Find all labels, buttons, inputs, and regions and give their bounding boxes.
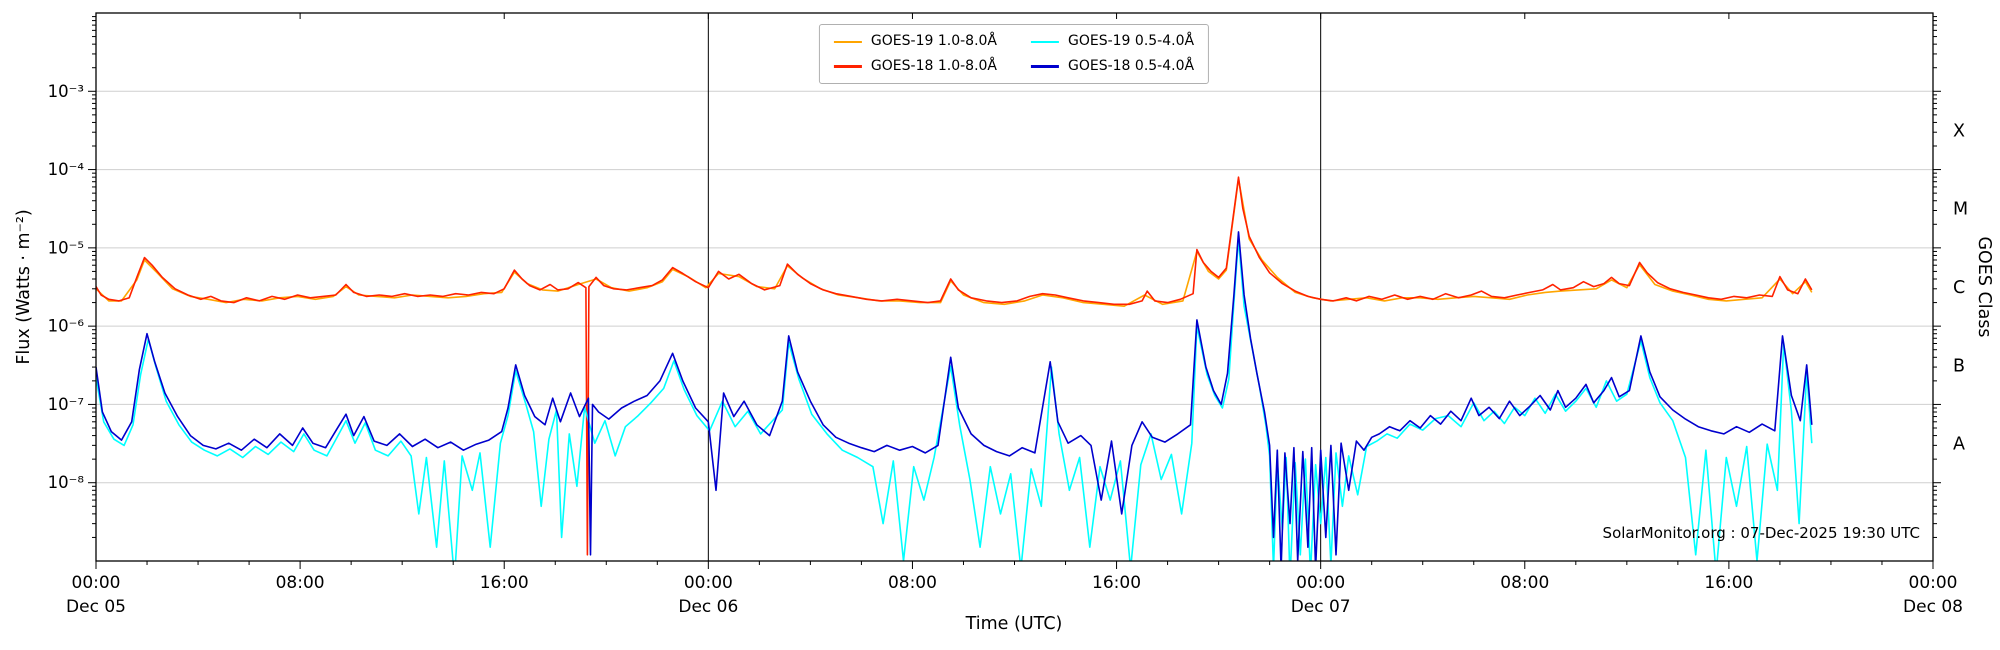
series-lines — [96, 176, 1813, 561]
legend-swatch-goes19-short — [1031, 40, 1059, 43]
svg-text:00:00: 00:00 — [1296, 573, 1345, 593]
y-axis-title: Flux (Watts · m⁻²) — [14, 209, 34, 365]
legend: GOES-19 1.0-8.0Å GOES-18 1.0-8.0Å GOES-1… — [818, 24, 1210, 84]
legend-item-goes18-short: GOES-18 0.5-4.0Å — [1031, 58, 1194, 76]
svg-text:16:00: 16:00 — [1704, 573, 1753, 593]
svg-text:10⁻⁷: 10⁻⁷ — [48, 395, 84, 414]
series-goes-19-0-5-4-0 — [96, 238, 1813, 561]
svg-text:00:00: 00:00 — [72, 573, 121, 593]
legend-swatch-goes18-long — [833, 65, 862, 68]
svg-text:Dec 07: Dec 07 — [1291, 597, 1351, 617]
legend-column-short-channel: GOES-19 0.5-4.0Å GOES-18 0.5-4.0Å — [1031, 33, 1194, 75]
legend-item-goes19-long: GOES-19 1.0-8.0Å — [833, 33, 997, 51]
svg-text:10⁻⁵: 10⁻⁵ — [48, 238, 84, 257]
svg-text:00:00: 00:00 — [1909, 573, 1958, 593]
legend-swatch-goes19-long — [833, 40, 862, 43]
legend-item-goes18-long: GOES-18 1.0-8.0Å — [833, 57, 997, 76]
svg-text:10⁻⁴: 10⁻⁴ — [48, 160, 85, 179]
legend-column-long-channel: GOES-19 1.0-8.0Å GOES-18 1.0-8.0Å — [833, 33, 997, 76]
x-axis-title: Time (UTC) — [965, 614, 1063, 634]
svg-text:X: X — [1953, 121, 1965, 141]
svg-text:16:00: 16:00 — [1092, 573, 1141, 593]
right-axis-title: GOES Class — [1974, 236, 1994, 338]
legend-label-goes18-long: GOES-18 1.0-8.0Å — [870, 57, 997, 74]
svg-text:08:00: 08:00 — [276, 573, 325, 593]
svg-text:B: B — [1953, 356, 1965, 376]
legend-label-goes18-short: GOES-18 0.5-4.0Å — [1068, 57, 1195, 74]
svg-text:10⁻³: 10⁻³ — [48, 82, 84, 101]
svg-text:08:00: 08:00 — [1500, 573, 1549, 593]
goes-class-labels: X M C B A — [1953, 121, 1968, 454]
tick-labels: 10⁻³ 10⁻⁴ 10⁻⁵ 10⁻⁶ 10⁻⁷ 10⁻⁸ 00:00 Dec 05 08:00… — [48, 82, 1963, 617]
svg-text:16:00: 16:00 — [480, 573, 529, 593]
svg-text:C: C — [1953, 278, 1965, 298]
axis-ticks — [88, 13, 1941, 569]
svg-text:M: M — [1953, 200, 1968, 220]
svg-text:10⁻⁸: 10⁻⁸ — [48, 473, 85, 492]
svg-text:08:00: 08:00 — [888, 573, 937, 593]
svg-text:Dec 05: Dec 05 — [66, 597, 126, 617]
legend-swatch-goes18-short — [1031, 65, 1059, 68]
svg-text:10⁻⁶: 10⁻⁶ — [48, 317, 85, 336]
svg-text:A: A — [1953, 435, 1965, 455]
legend-label-goes19-short: GOES-19 0.5-4.0Å — [1068, 33, 1195, 49]
svg-text:Dec 06: Dec 06 — [678, 597, 738, 617]
series-goes-18-0-5-4-0 — [96, 231, 1813, 561]
day-separator-lines — [707, 13, 1322, 561]
legend-label-goes19-long: GOES-19 1.0-8.0Å — [870, 33, 997, 49]
svg-text:00:00: 00:00 — [684, 573, 733, 593]
plot-frame — [95, 12, 1934, 562]
svg-text:Dec 08: Dec 08 — [1903, 597, 1963, 617]
series-goes-18-1-0-8-0 — [96, 176, 1813, 556]
series-goes-19-1-0-8-0 — [96, 178, 1813, 307]
legend-item-goes19-short: GOES-19 0.5-4.0Å — [1031, 33, 1194, 51]
y-gridlines — [96, 90, 1933, 484]
solarmonitor-watermark: SolarMonitor.org : 07-Dec-2025 19:30 UTC — [1602, 524, 1920, 542]
